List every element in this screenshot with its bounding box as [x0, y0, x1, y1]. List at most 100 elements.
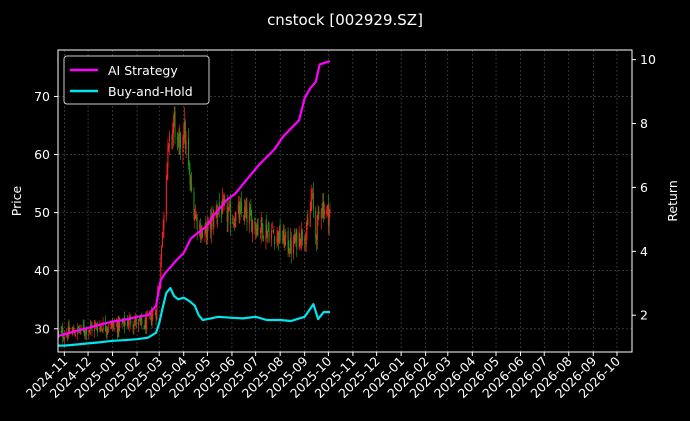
candle-body [72, 329, 74, 332]
candle-body [321, 209, 323, 211]
candle-body [227, 212, 229, 222]
legend: AI Strategy Buy-and-Hold [63, 55, 210, 105]
left-tick-label: 70 [34, 89, 50, 104]
candle-body [327, 204, 329, 225]
candle-body [172, 123, 174, 134]
candle-body [144, 319, 146, 329]
candle-body [300, 243, 302, 246]
candle-body [99, 325, 101, 331]
candle-body [101, 329, 103, 332]
candle-body [184, 121, 186, 149]
candle-body [199, 224, 201, 227]
candle-body [152, 313, 154, 315]
left-axis-label: Price [9, 185, 24, 216]
candle-body [63, 337, 65, 339]
candle-body [207, 219, 209, 222]
candle-body [270, 230, 272, 240]
candle-body [276, 235, 278, 243]
candle-body [73, 327, 75, 334]
candle-body [80, 324, 82, 331]
candle-body [135, 319, 137, 325]
candle-body [235, 211, 237, 222]
candle-body [259, 230, 261, 233]
candle-body [190, 180, 192, 182]
candle-body [107, 328, 109, 330]
candle-body [233, 222, 235, 227]
candle-body [282, 229, 284, 241]
candle-body [287, 231, 289, 251]
candle-body [85, 329, 87, 335]
candle-body [100, 325, 102, 327]
candle-body [307, 218, 309, 225]
candle-body [293, 236, 295, 253]
candle-body [210, 217, 212, 233]
candle-body [221, 206, 223, 218]
candle-body [255, 226, 257, 231]
candle-body [66, 334, 68, 337]
candle-body [167, 145, 169, 168]
candle-body [62, 328, 64, 338]
candle-body [154, 314, 156, 315]
candle-body [304, 238, 306, 242]
candle-body [312, 193, 314, 195]
candle-body [127, 324, 129, 325]
candle-body [194, 215, 196, 220]
candle-body [240, 204, 242, 206]
candle-body [95, 324, 97, 325]
candle-body [260, 218, 262, 234]
candle-body [191, 183, 193, 191]
candle-body [327, 205, 329, 209]
candle-body [305, 232, 307, 244]
candle-body [271, 227, 273, 229]
candle-body [248, 211, 250, 224]
candle-body [171, 139, 173, 141]
candle-body [66, 334, 68, 338]
candle-body [234, 223, 236, 227]
candle-body [113, 324, 115, 326]
candle-body [310, 200, 312, 211]
candle-body [121, 321, 123, 323]
candle-body [102, 322, 104, 331]
candle-body [323, 200, 325, 218]
chart-title: cnstock [002929.SZ] [267, 11, 423, 29]
candle-body [267, 228, 269, 231]
candle-body [105, 328, 107, 332]
candle-body [245, 205, 247, 214]
candle-body [298, 232, 300, 247]
right-tick-label: 4 [640, 244, 648, 259]
legend-label-ai-strategy: AI Strategy [108, 63, 178, 78]
candle-body [185, 141, 187, 149]
candle-body [173, 111, 175, 120]
candle-body [106, 329, 108, 333]
series-lines [57, 60, 331, 347]
candle-body [206, 222, 208, 238]
candle-body [138, 318, 140, 320]
candle-body [251, 215, 253, 232]
candle-body [237, 205, 239, 211]
candle-body [117, 319, 119, 335]
candle-body [161, 232, 163, 247]
candle-body [133, 325, 135, 330]
candle-body [316, 215, 318, 240]
candle-body [285, 231, 287, 238]
candle-body [200, 235, 202, 237]
candle-body [312, 193, 314, 209]
candle-body [272, 229, 274, 233]
candle-body [145, 317, 147, 330]
candle-body [63, 336, 65, 340]
candle-body [216, 211, 218, 216]
candle-body [134, 317, 136, 322]
candle-body [254, 217, 256, 229]
left-axis: 30 40 50 60 70 [34, 89, 58, 336]
right-axis-label: Return [665, 180, 680, 221]
candle-body [296, 229, 298, 250]
candle-body [195, 214, 197, 220]
candle-body [278, 232, 280, 243]
candle-body [97, 328, 99, 332]
candle-body [111, 322, 113, 326]
candle-body [141, 317, 143, 325]
candle-body [282, 239, 284, 241]
candle-body [60, 330, 62, 332]
left-tick-label: 60 [34, 147, 50, 162]
